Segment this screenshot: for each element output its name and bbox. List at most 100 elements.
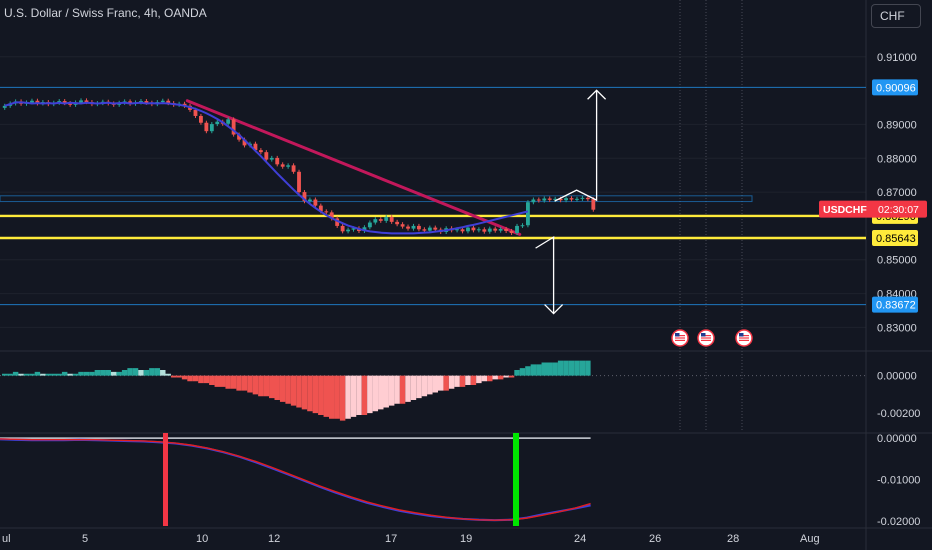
candle-body xyxy=(313,199,318,206)
candle-body xyxy=(84,100,89,103)
histogram-bar xyxy=(547,362,553,376)
histogram-bar xyxy=(285,375,291,404)
candle-body xyxy=(553,198,558,200)
candle-body xyxy=(564,198,568,201)
histogram-bar xyxy=(241,375,248,391)
candle-body xyxy=(193,109,198,116)
histogram-bar xyxy=(378,375,384,410)
candle-body xyxy=(318,205,323,212)
trend-line[interactable] xyxy=(185,99,522,236)
histogram-bar xyxy=(165,373,171,376)
us-flag-icon[interactable] xyxy=(735,329,753,347)
buy-signal-bar xyxy=(513,433,519,526)
histogram-bar xyxy=(574,360,580,376)
candle-body xyxy=(542,198,547,201)
histogram-bar xyxy=(443,375,449,391)
histogram-bar xyxy=(72,373,79,376)
histogram-tick-label: -0.00200 xyxy=(877,408,920,420)
histogram-bar xyxy=(492,375,498,380)
time-tick-label: 10 xyxy=(196,533,208,545)
candle-body xyxy=(482,229,487,232)
histogram-bar xyxy=(40,373,46,376)
histogram-bar xyxy=(568,360,575,376)
sell-signal-bar xyxy=(163,433,168,526)
histogram-bar xyxy=(258,375,264,397)
candle-body xyxy=(199,115,203,123)
us-flag-icon[interactable] xyxy=(697,329,715,347)
histogram-bar xyxy=(399,375,406,404)
histogram-bar xyxy=(247,375,253,393)
candle-body xyxy=(466,227,470,232)
histogram-bar xyxy=(89,371,95,376)
symbol-price-tag xyxy=(819,200,927,218)
level-price-label: 0.85643 xyxy=(876,233,916,245)
candle-body xyxy=(346,229,350,232)
histogram-bar xyxy=(459,375,466,387)
oscillator-pane xyxy=(0,433,591,526)
histogram-bar xyxy=(356,375,362,415)
histogram-bar xyxy=(438,375,444,391)
time-axis[interactable]: ul 5 10 12 17 19 24 26 28 Aug xyxy=(2,533,820,545)
histogram-bar xyxy=(508,375,515,378)
candle-body xyxy=(308,199,312,202)
histogram-bar xyxy=(83,371,90,376)
candle-body xyxy=(237,134,241,140)
horizontal-levels[interactable] xyxy=(0,86,866,306)
histogram-bar xyxy=(203,375,210,384)
countdown-label: 02:30:07 xyxy=(878,204,919,216)
candle-body xyxy=(384,217,389,221)
flag-stripe xyxy=(701,339,711,341)
time-tick-label: Aug xyxy=(800,533,820,545)
histogram-bar xyxy=(536,364,542,376)
price-axis[interactable]: 0.910000.890000.880000.870000.850000.840… xyxy=(819,52,927,528)
moving-average-line xyxy=(4,101,529,235)
candle-body xyxy=(258,150,263,153)
histogram-bar xyxy=(470,375,477,385)
flag-stripe xyxy=(675,335,685,337)
price-tick-label: 0.83000 xyxy=(877,322,917,334)
time-tick-label: 26 xyxy=(649,533,661,545)
histogram-bar xyxy=(405,375,411,402)
candle-body xyxy=(591,199,596,210)
histogram-bar xyxy=(465,375,471,385)
histogram-tick-label: 0.00000 xyxy=(877,371,917,383)
candle-body xyxy=(585,197,590,200)
histogram-bar xyxy=(525,366,531,376)
candle-body xyxy=(367,222,372,228)
time-tick-label: 24 xyxy=(574,533,586,545)
time-tick-label: 17 xyxy=(385,533,397,545)
candle-body xyxy=(515,225,519,234)
histogram-pane xyxy=(0,360,866,421)
us-flag-icon[interactable] xyxy=(671,329,689,347)
histogram-bar xyxy=(519,368,526,376)
histogram-bar xyxy=(312,375,319,414)
histogram-bar xyxy=(105,370,111,376)
candle-body xyxy=(209,124,214,132)
candle-body xyxy=(291,165,296,172)
candle-body xyxy=(509,230,514,234)
candle-body xyxy=(493,228,498,231)
time-tick-label: ul xyxy=(2,533,11,545)
arrow-up-head xyxy=(587,89,607,100)
candle-body xyxy=(395,221,400,225)
oscillator-tick-label: 0.00000 xyxy=(877,433,917,445)
candle-body xyxy=(269,157,274,160)
currency-button[interactable]: CHF xyxy=(871,4,921,28)
histogram-bar xyxy=(563,360,569,376)
histogram-bar xyxy=(154,368,161,376)
candle-body xyxy=(68,103,73,105)
candle-body xyxy=(242,139,247,146)
candle-body xyxy=(575,198,579,200)
event-markers[interactable] xyxy=(671,329,753,347)
histogram-bar xyxy=(160,370,166,376)
time-tick-label: 19 xyxy=(460,533,472,545)
candle-body xyxy=(275,157,280,165)
level-price-tag xyxy=(872,296,918,313)
candle-body xyxy=(498,228,503,231)
projection-drawings[interactable] xyxy=(535,89,607,315)
histogram-bar xyxy=(61,371,68,376)
candle-body xyxy=(580,197,585,199)
level-price-label: 0.83672 xyxy=(876,300,916,312)
